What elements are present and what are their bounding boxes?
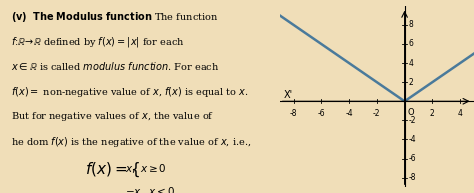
Text: 6: 6 xyxy=(409,40,413,48)
Text: 2: 2 xyxy=(409,78,413,87)
Text: $x\in\mathbb{R}$ is called $\mathit{modulus\ function}$. For each: $x\in\mathbb{R}$ is called $\mathit{modu… xyxy=(11,60,220,72)
Text: he dom $f(x)$ is the negative of the value of $x$, i.e.,: he dom $f(x)$ is the negative of the val… xyxy=(11,135,252,149)
Text: -6: -6 xyxy=(318,109,325,118)
Text: -2: -2 xyxy=(409,116,416,125)
Text: $x,\ x \geq 0$: $x,\ x \geq 0$ xyxy=(125,162,167,175)
Text: -4: -4 xyxy=(345,109,353,118)
Text: $f\colon\mathbb{R}\!\rightarrow\!\mathbb{R}$ defined by $f(x)=|x|$ for each: $f\colon\mathbb{R}\!\rightarrow\!\mathbb… xyxy=(11,35,185,49)
Text: $\mathbf{(v)\ \ The\ Modulus\ function}$ The function: $\mathbf{(v)\ \ The\ Modulus\ function}$… xyxy=(11,10,219,24)
Text: -8: -8 xyxy=(409,173,416,182)
Text: $-x,\ x < 0$: $-x,\ x < 0$ xyxy=(125,185,175,193)
Text: $f(x) = \{$: $f(x) = \{$ xyxy=(85,160,140,179)
Text: -8: -8 xyxy=(290,109,297,118)
Text: 8: 8 xyxy=(409,20,413,29)
Text: $f(x)=$ non-negative value of $x$, $f(x)$ is equal to $x$.: $f(x)=$ non-negative value of $x$, $f(x)… xyxy=(11,85,249,99)
Text: 2: 2 xyxy=(430,109,435,118)
Text: -2: -2 xyxy=(373,109,381,118)
Text: 4: 4 xyxy=(409,59,413,68)
Text: 4: 4 xyxy=(458,109,463,118)
Text: But for negative values of $x$, the value of: But for negative values of $x$, the valu… xyxy=(11,110,215,123)
Text: -6: -6 xyxy=(409,154,416,163)
Text: X': X' xyxy=(284,90,293,100)
Text: -4: -4 xyxy=(409,135,416,144)
Text: O: O xyxy=(407,108,414,117)
